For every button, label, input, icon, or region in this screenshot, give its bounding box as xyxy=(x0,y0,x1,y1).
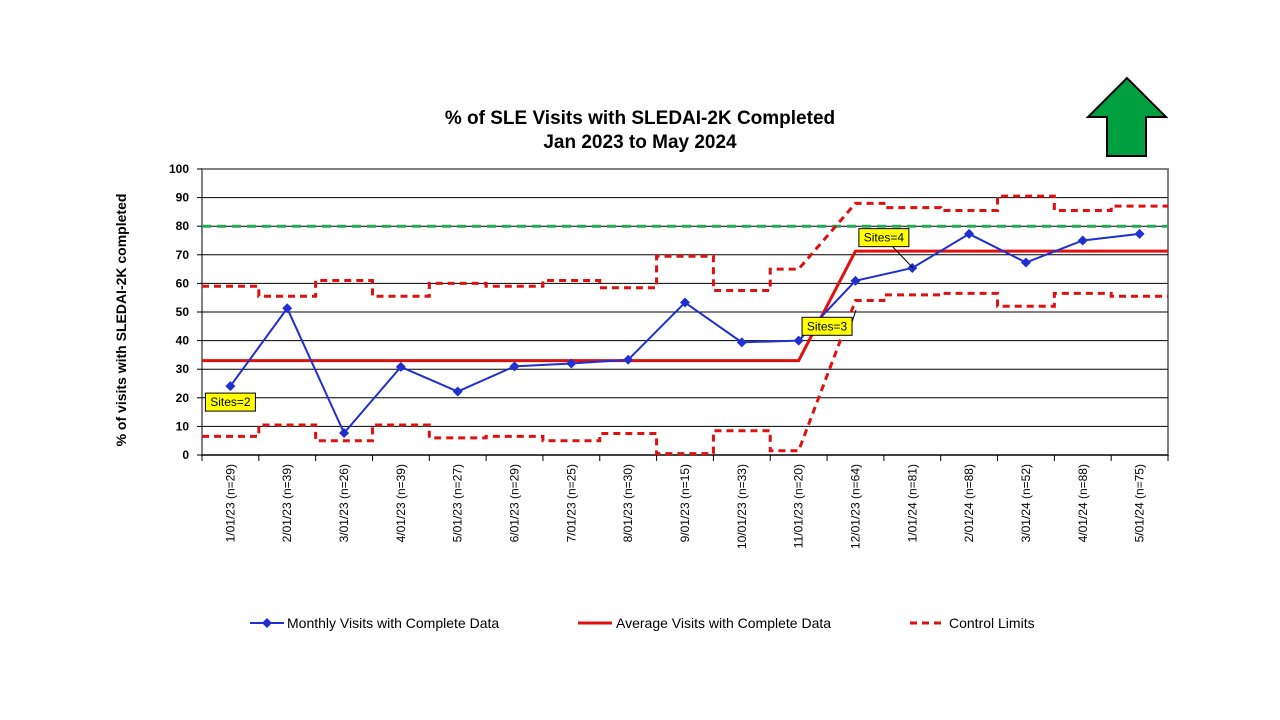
x-tick-label: 1/01/23 (n=29) xyxy=(223,464,237,542)
data-point xyxy=(1134,228,1145,239)
y-tick-label: 90 xyxy=(176,191,190,205)
x-tick-label: 12/01/23 (n=64) xyxy=(848,464,862,549)
legend-item-monthly: Monthly Visits with Complete Data xyxy=(250,615,499,631)
annotation-label: Sites=3 xyxy=(807,319,848,333)
annotations: Sites=2 Sites=3 Sites=4 xyxy=(204,228,914,412)
y-tick-label: 50 xyxy=(176,305,190,319)
x-tick-label: 5/01/24 (n=75) xyxy=(1133,464,1147,542)
annotation-pointer xyxy=(890,244,914,269)
up-arrow-icon xyxy=(1085,76,1169,157)
x-tick-label: 7/01/23 (n=25) xyxy=(564,464,578,542)
legend: Monthly Visits with Complete Data Averag… xyxy=(250,615,1035,631)
data-point xyxy=(850,275,861,286)
data-point xyxy=(1077,235,1088,246)
legend-label-monthly: Monthly Visits with Complete Data xyxy=(287,615,499,631)
x-tick-label: 2/01/23 (n=39) xyxy=(280,464,294,542)
chart-subtitle: Jan 2023 to May 2024 xyxy=(543,132,737,153)
x-tick-label: 6/01/23 (n=29) xyxy=(508,464,522,542)
data-point xyxy=(395,361,406,372)
control-limits xyxy=(202,194,1168,456)
x-tick-label: 1/01/24 (n=81) xyxy=(905,464,919,542)
y-tick-label: 60 xyxy=(176,276,190,290)
data-point xyxy=(566,358,577,369)
data-point xyxy=(1020,257,1031,268)
annotation-label: Sites=2 xyxy=(210,395,251,409)
legend-item-average: Average Visits with Complete Data xyxy=(578,615,831,631)
data-point xyxy=(509,361,520,372)
y-axis-label: % of visits with SLEDAI-2K completed xyxy=(113,194,129,447)
x-tick-label: 3/01/23 (n=26) xyxy=(337,464,351,542)
x-tick-label: 11/01/23 (n=20) xyxy=(792,464,806,548)
y-tick-label: 80 xyxy=(176,219,190,233)
x-tick-label: 5/01/23 (n=27) xyxy=(451,464,465,542)
legend-label-average: Average Visits with Complete Data xyxy=(616,615,831,631)
y-tick-label: 0 xyxy=(182,448,189,462)
annotation-box xyxy=(801,316,853,336)
data-point xyxy=(736,337,747,348)
data-point xyxy=(225,381,236,392)
annotation-box xyxy=(204,392,256,412)
data-point xyxy=(623,354,634,365)
y-tick-label: 70 xyxy=(176,248,190,262)
chart-title: % of SLE Visits with SLEDAI-2K Completed xyxy=(445,108,835,129)
x-tick-label: 2/01/24 (n=88) xyxy=(962,464,976,542)
data-point xyxy=(964,228,975,239)
x-tick-label: 8/01/23 (n=30) xyxy=(621,464,635,542)
x-tick-label: 10/01/23 (n=33) xyxy=(735,464,749,549)
y-tick-label: 10 xyxy=(176,419,190,433)
data-point xyxy=(339,427,350,438)
data-point xyxy=(452,386,463,397)
y-tick-label: 40 xyxy=(176,334,190,348)
x-tick-label: 4/01/23 (n=39) xyxy=(394,464,408,542)
lower-control-limit xyxy=(202,291,1168,456)
x-axis-ticks: 1/01/23 (n=29) 2/01/23 (n=39) 3/01/23 (n=2… xyxy=(201,455,1169,549)
y-tick-label: 100 xyxy=(169,162,189,176)
legend-label-control-limits: Control Limits xyxy=(949,615,1035,631)
annotation-label: Sites=4 xyxy=(864,231,905,245)
y-axis-ticks: 0 10 20 30 40 50 60 70 80 90 100 xyxy=(169,162,1168,462)
legend-item-control-limits: Control Limits xyxy=(910,615,1035,631)
x-tick-label: 3/01/24 (n=52) xyxy=(1019,464,1033,542)
upper-control-limit xyxy=(202,194,1168,298)
y-tick-label: 20 xyxy=(176,391,190,405)
average-line-path xyxy=(202,249,1168,363)
data-point xyxy=(282,303,293,314)
data-point xyxy=(793,335,804,346)
average-line xyxy=(202,249,1168,363)
x-tick-label: 4/01/24 (n=88) xyxy=(1076,464,1090,542)
annotation-box xyxy=(858,228,910,248)
y-tick-label: 30 xyxy=(176,362,190,376)
data-point xyxy=(680,297,690,308)
x-tick-label: 9/01/23 (n=15) xyxy=(678,464,692,542)
